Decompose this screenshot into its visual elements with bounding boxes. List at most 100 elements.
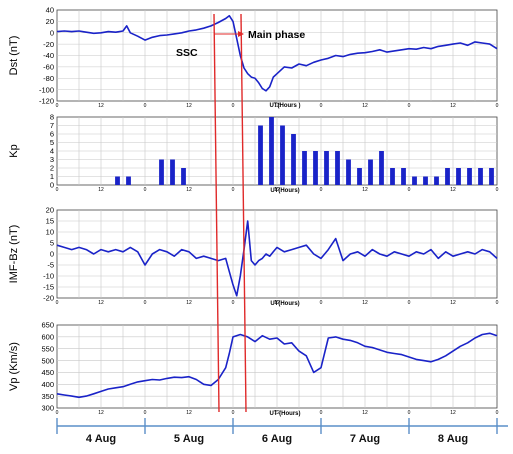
kp-bar [280, 125, 285, 185]
x-tick-label: 12 [274, 103, 280, 109]
kp-bar [434, 176, 439, 185]
x-tick-label: 0 [496, 103, 499, 109]
y-tick-label: -20 [43, 294, 54, 303]
y-tick-label: -80 [43, 74, 54, 83]
kp-bar [258, 125, 263, 185]
y-tick-label: 20 [46, 206, 54, 215]
x-tick-label: 0 [496, 410, 499, 416]
x-tick-label: 12 [450, 187, 456, 193]
y-tick-label: 300 [41, 404, 54, 413]
x-tick-label: 0 [232, 187, 235, 193]
kp-bar [401, 168, 406, 185]
x-tick-label: 12 [98, 300, 104, 306]
main-phase-label: Main phase [248, 29, 305, 41]
y-axis-label: Vp (Km/s) [8, 342, 20, 391]
kp-bar [335, 151, 340, 185]
y-tick-label: 40 [46, 6, 54, 15]
x-tick-label: 0 [144, 103, 147, 109]
kp-bar [456, 168, 461, 185]
y-tick-label: 0 [50, 181, 54, 190]
y-tick-label: 0 [50, 250, 54, 259]
ssc-label: SSC [176, 47, 198, 59]
x-tick-label: 0 [408, 187, 411, 193]
y-tick-label: 550 [41, 344, 54, 353]
y-tick-label: 15 [46, 217, 54, 226]
x-tick-label: 0 [144, 187, 147, 193]
kp-bar [181, 168, 186, 185]
x-tick-label: 12 [362, 103, 368, 109]
x-tick-label: 0 [320, 187, 323, 193]
x-tick-label: 12 [450, 300, 456, 306]
y-axis-label: Dst (nT) [8, 36, 20, 76]
x-tick-label: 12 [98, 410, 104, 416]
y-tick-label: -100 [39, 85, 54, 94]
kp-bar [489, 168, 494, 185]
y-tick-label: 6 [50, 130, 54, 139]
kp-bar [412, 176, 417, 185]
y-tick-label: 20 [46, 17, 54, 26]
kp-bar [445, 168, 450, 185]
x-tick-label: 0 [496, 187, 499, 193]
kp-bar [170, 159, 175, 185]
kp-bar [313, 151, 318, 185]
kp-bar [390, 168, 395, 185]
kp-bar [423, 176, 428, 185]
kp-bar [357, 168, 362, 185]
day-label: 7 Aug [350, 433, 380, 445]
y-tick-label: -5 [47, 261, 54, 270]
y-tick-label: 3 [50, 155, 54, 164]
x-tick-label: 0 [320, 300, 323, 306]
kp-bar [302, 151, 307, 185]
x-tick-label: 12 [450, 103, 456, 109]
day-label: 4 Aug [86, 433, 116, 445]
kp-bar [379, 151, 384, 185]
x-tick-label: 12 [186, 410, 192, 416]
x-axis-label: UT (Hours) [270, 411, 301, 417]
y-tick-label: 350 [41, 392, 54, 401]
kp-bar [115, 176, 120, 185]
x-tick-label: 12 [362, 300, 368, 306]
kp-bar [291, 134, 296, 185]
day-axis: 4 Aug 5 Aug 6 Aug 7 Aug 8 Aug [56, 418, 508, 445]
x-tick-label: 0 [408, 103, 411, 109]
x-tick-label: 0 [144, 410, 147, 416]
x-axis-label: UT(Hours) [270, 301, 299, 307]
bz-series-line [56, 220, 498, 297]
y-tick-label: -120 [39, 97, 54, 106]
x-tick-label: 0 [56, 103, 59, 109]
y-tick-label: 5 [50, 138, 54, 147]
x-tick-label: 12 [98, 103, 104, 109]
y-tick-label: -15 [43, 283, 54, 292]
y-tick-label: 8 [50, 113, 54, 122]
x-tick-label: 12 [186, 103, 192, 109]
kp-bar [126, 176, 131, 185]
vp-series-line [56, 332, 498, 399]
y-tick-label: -20 [43, 40, 54, 49]
x-tick-label: 12 [450, 410, 456, 416]
x-tick-label: 0 [232, 103, 235, 109]
y-tick-label: -60 [43, 63, 54, 72]
x-tick-label: 0 [56, 187, 59, 193]
kp-bar [478, 168, 483, 185]
x-tick-label: 12 [98, 187, 104, 193]
x-tick-label: 0 [56, 300, 59, 306]
x-tick-label: 0 [408, 300, 411, 306]
main-phase-arrowhead [238, 31, 244, 37]
y-tick-label: 4 [50, 147, 54, 156]
dst-series-line [56, 14, 498, 92]
y-axis-label: IMF-Bz (nT) [8, 225, 20, 284]
y-tick-label: 500 [41, 356, 54, 365]
y-tick-label: 1 [50, 172, 54, 181]
x-tick-label: 12 [274, 187, 280, 193]
y-tick-label: 10 [46, 228, 54, 237]
x-tick-label: 12 [274, 300, 280, 306]
x-tick-label: 0 [408, 410, 411, 416]
x-tick-label: 12 [186, 300, 192, 306]
kp-bar [269, 117, 274, 185]
day-label: 6 Aug [262, 433, 292, 445]
